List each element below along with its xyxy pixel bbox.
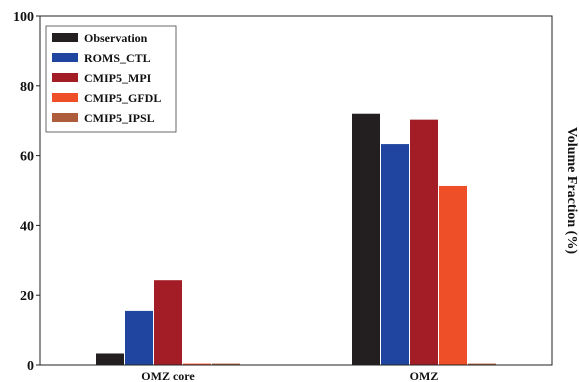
plot-frame: [39, 15, 553, 366]
legend-label: ROMS_CTL: [84, 51, 151, 65]
bars-layer: [96, 113, 496, 365]
bar-observation-omz-core: [96, 353, 124, 365]
legend-label: Observation: [84, 31, 148, 45]
x-axis: OMZ core OMZ: [141, 369, 438, 382]
y-tick-label: 60: [20, 150, 34, 165]
bar-roms-ctl-omz-core: [125, 310, 153, 365]
bar-cmip5-gfdl-omz: [439, 185, 467, 365]
y-axis: 0 20 40 60 80 100: [13, 10, 40, 374]
y-tick-label: 40: [20, 219, 34, 234]
bar-roms-ctl-omz: [381, 144, 409, 365]
bar-cmip5-mpi-omz-core: [154, 280, 182, 365]
y-tick-label: 0: [27, 359, 34, 374]
bar-cmip5-ipsl-omz-core: [212, 363, 240, 365]
y-axis-label: Volume Fraction (%): [564, 127, 579, 254]
bar-cmip5-gfdl-omz-core: [183, 363, 211, 365]
legend-swatch: [52, 33, 78, 42]
y-tick-label: 100: [13, 10, 34, 25]
legend-swatch: [52, 113, 78, 122]
bar-cmip5-mpi-omz: [410, 119, 438, 365]
legend: Observation ROMS_CTL CMIP5_MPI CMIP5_GFDL CM…: [45, 25, 177, 133]
legend-swatch: [52, 93, 78, 102]
legend-label: CMIP5_MPI: [84, 71, 152, 85]
bar-cmip5-ipsl-omz: [468, 363, 496, 365]
legend-label: CMIP5_GFDL: [84, 91, 161, 105]
x-category-label: OMZ core: [141, 369, 195, 382]
y-tick-label: 20: [20, 289, 34, 304]
legend-swatch: [52, 53, 78, 62]
bar-observation-omz: [352, 113, 380, 365]
legend-label: CMIP5_IPSL: [84, 111, 155, 125]
x-category-label: OMZ: [410, 369, 439, 382]
y-tick-label: 80: [20, 80, 34, 95]
legend-swatch: [52, 73, 78, 82]
